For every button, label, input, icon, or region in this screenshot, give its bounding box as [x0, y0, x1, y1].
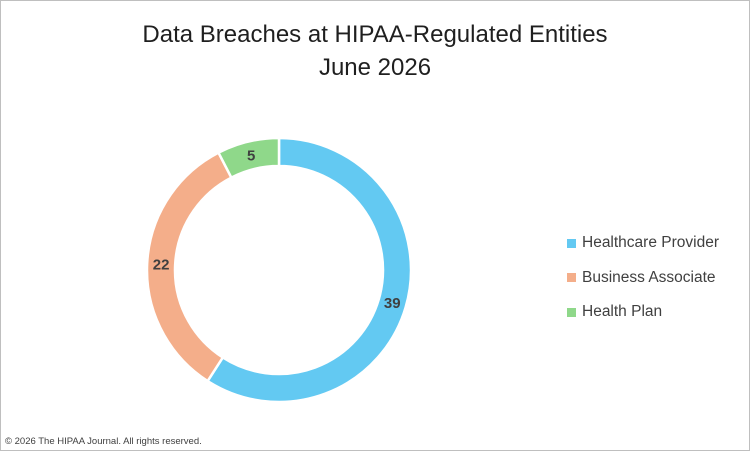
- donut-slice-healthcare-provider: [205, 136, 413, 404]
- legend-label: Health Plan: [582, 303, 663, 321]
- legend-swatch: [567, 273, 576, 283]
- legend-label: Business Associate: [582, 268, 716, 286]
- data-label-health-plan: 5: [247, 147, 255, 164]
- data-label-business-associate: 22: [153, 256, 170, 273]
- legend-item-health-plan: Health Plan: [567, 295, 719, 330]
- donut-slice-health-plan: [216, 136, 281, 180]
- data-label-healthcare-provider: 39: [384, 295, 401, 312]
- legend-label: Healthcare Provider: [582, 234, 719, 252]
- copyright-footer: © 2026 The HIPAA Journal. All rights res…: [5, 436, 202, 447]
- legend-item-healthcare-provider: Healthcare Provider: [567, 226, 719, 261]
- legend-swatch: [567, 307, 576, 317]
- legend-item-business-associate: Business Associate: [567, 261, 719, 296]
- chart-title-line1: Data Breaches at HIPAA-Regulated Entitie…: [142, 21, 608, 48]
- chart-title: Data Breaches at HIPAA-Regulated Entitie…: [0, 18, 750, 84]
- chart-legend: Healthcare Provider Business Associate Hea…: [567, 226, 719, 330]
- chart-subtitle: June 2026: [318, 54, 432, 81]
- legend-swatch: [567, 238, 576, 248]
